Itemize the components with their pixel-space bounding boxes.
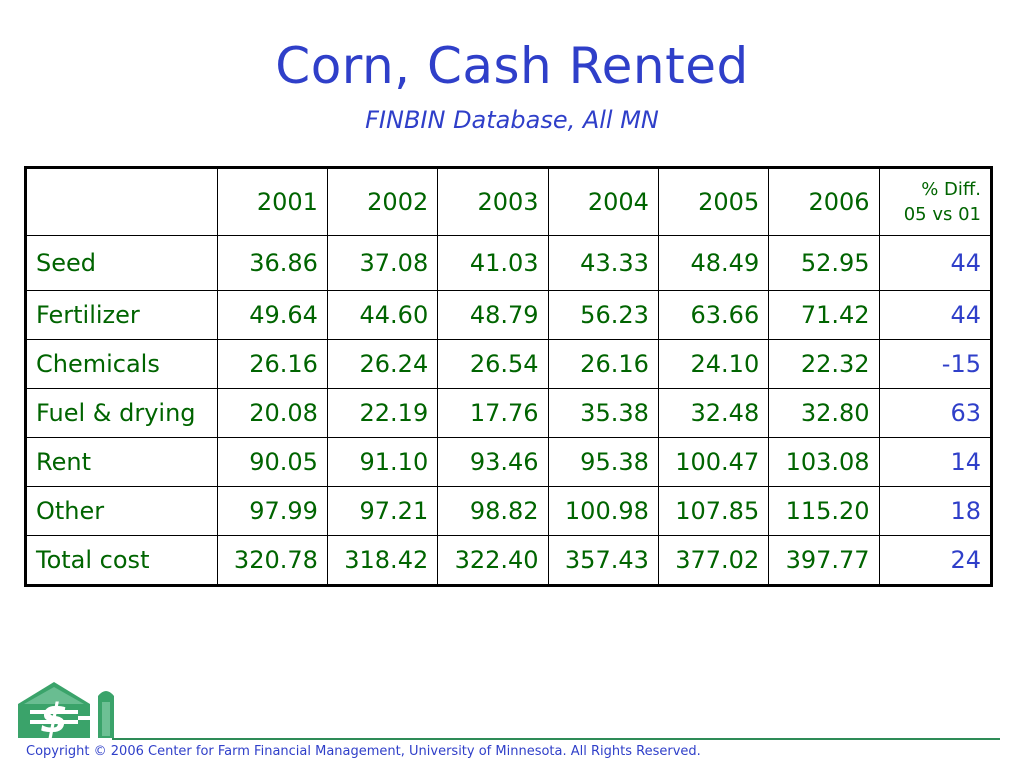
header-year-2002: 2002 — [326, 168, 439, 236]
table-cell: 397.77 — [768, 535, 880, 585]
header-blank-cell — [26, 168, 218, 236]
table-cell: 43.33 — [547, 235, 659, 291]
table-cell: 17.76 — [437, 388, 549, 438]
table-cell: 52.95 — [768, 235, 880, 291]
row-label: Fuel & drying — [26, 388, 218, 438]
pct-diff-cell: 24 — [878, 535, 992, 585]
table-cell: 20.08 — [216, 388, 328, 438]
table-cell: 95.38 — [547, 437, 659, 487]
row-label: Rent — [26, 437, 218, 487]
table-cell: 63.66 — [657, 290, 770, 340]
slide-title: Corn, Cash Rented — [275, 37, 749, 95]
table-cell: 26.16 — [216, 339, 328, 389]
header-year-2004: 2004 — [547, 168, 659, 236]
table-row: Other 97.99 97.21 98.82 100.98 107.85 11… — [26, 486, 992, 536]
pct-diff-cell: 44 — [878, 235, 992, 291]
table-cell: 100.47 — [657, 437, 770, 487]
table-cell: 22.32 — [768, 339, 880, 389]
row-label: Total cost — [26, 535, 218, 585]
table-cell: 90.05 — [216, 437, 328, 487]
pct-diff-cell: 44 — [878, 290, 992, 340]
footer-divider — [112, 738, 1000, 740]
table-row: Chemicals 26.16 26.24 26.54 26.16 24.10 … — [26, 339, 992, 389]
table-cell: 26.24 — [326, 339, 439, 389]
header-pct-diff: % Diff. 05 vs 01 — [878, 168, 992, 236]
table-cell: 93.46 — [437, 437, 549, 487]
table-cell: 36.86 — [216, 235, 328, 291]
table-cell: 49.64 — [216, 290, 328, 340]
table-row: Rent 90.05 91.10 93.46 95.38 100.47 103.… — [26, 437, 992, 487]
row-label: Other — [26, 486, 218, 536]
row-label: Chemicals — [26, 339, 218, 389]
pct-diff-cell: 18 — [878, 486, 992, 536]
table-cell: 97.21 — [326, 486, 439, 536]
row-label: Seed — [26, 235, 218, 291]
table-cell: 26.16 — [547, 339, 659, 389]
table-cell: 44.60 — [326, 290, 439, 340]
slide-subtitle: FINBIN Database, All MN — [365, 106, 659, 134]
table-cell: 56.23 — [547, 290, 659, 340]
table-cell: 32.48 — [657, 388, 770, 438]
table-cell: 37.08 — [326, 235, 439, 291]
header-year-2001: 2001 — [216, 168, 328, 236]
header-year-2003: 2003 — [437, 168, 549, 236]
table-row: Fertilizer 49.64 44.60 48.79 56.23 63.66… — [26, 290, 992, 340]
table-cell: 100.98 — [547, 486, 659, 536]
table-cell: 318.42 — [326, 535, 439, 585]
header-year-2006: 2006 — [768, 168, 880, 236]
table-cell: 103.08 — [768, 437, 880, 487]
cost-table: 2001 2002 2003 2004 2005 2006 % Diff. 05… — [24, 166, 993, 587]
table-cell: 24.10 — [657, 339, 770, 389]
copyright-text: Copyright © 2006 Center for Farm Financi… — [26, 744, 701, 759]
table-cell: 377.02 — [657, 535, 770, 585]
table-cell: 26.54 — [437, 339, 549, 389]
table-cell: 91.10 — [326, 437, 439, 487]
table-cell: 98.82 — [437, 486, 549, 536]
table-cell: 35.38 — [547, 388, 659, 438]
header-year-2005: 2005 — [657, 168, 770, 236]
table-cell: 357.43 — [547, 535, 659, 585]
table-cell: 41.03 — [437, 235, 549, 291]
row-label: Fertilizer — [26, 290, 218, 340]
table-row-total: Total cost 320.78 318.42 322.40 357.43 3… — [26, 535, 992, 585]
header-pct-diff-line1: % Diff. — [921, 179, 981, 200]
table-cell: 107.85 — [657, 486, 770, 536]
table-cell: 322.40 — [437, 535, 549, 585]
table-cell: 48.79 — [437, 290, 549, 340]
table-cell: 97.99 — [216, 486, 328, 536]
header-pct-diff-line2: 05 vs 01 — [903, 204, 981, 225]
table-cell: 71.42 — [768, 290, 880, 340]
svg-text:$: $ — [40, 696, 68, 740]
pct-diff-cell: 63 — [878, 388, 992, 438]
table-row: Fuel & drying 20.08 22.19 17.76 35.38 32… — [26, 388, 992, 438]
table-cell: 320.78 — [216, 535, 328, 585]
table-cell: 32.80 — [768, 388, 880, 438]
table-cell: 22.19 — [326, 388, 439, 438]
table-cell: 48.49 — [657, 235, 770, 291]
pct-diff-cell: -15 — [878, 339, 992, 389]
table-row: Seed 36.86 37.08 41.03 43.33 48.49 52.95… — [26, 235, 992, 291]
table-cell: 115.20 — [768, 486, 880, 536]
farm-barn-silo-dollar-logo-icon: $ — [18, 682, 114, 740]
pct-diff-cell: 14 — [878, 437, 992, 487]
table-header-row: 2001 2002 2003 2004 2005 2006 % Diff. 05… — [26, 168, 992, 236]
